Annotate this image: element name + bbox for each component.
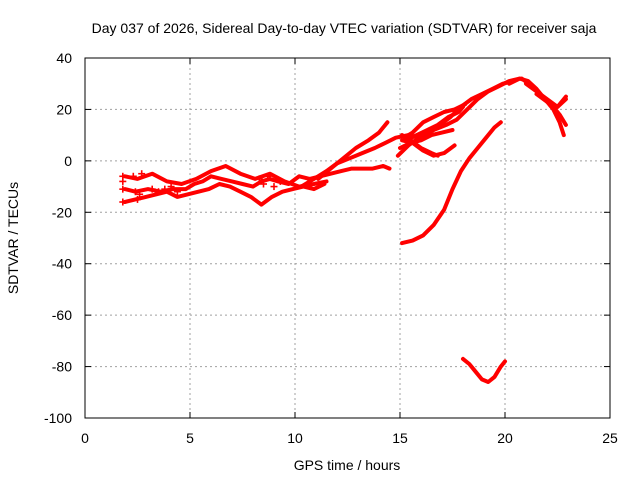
data-point-cross: [155, 188, 162, 196]
y-tick-label: 0: [64, 153, 72, 169]
chart-title: Day 037 of 2026, Sidereal Day-to-day VTE…: [92, 20, 597, 36]
x-tick-label: 20: [497, 430, 513, 446]
series-track-15: [534, 92, 568, 109]
data-point-cross: [129, 172, 137, 180]
series-track-16: [400, 120, 503, 246]
data-crosses: [119, 170, 284, 206]
data-point-cross: [255, 175, 263, 183]
series-track-17: [461, 356, 507, 384]
data-point-cross: [167, 183, 175, 191]
data-point-cross: [136, 190, 144, 198]
y-tick-label: 20: [56, 101, 72, 117]
data-point-cross: [270, 183, 278, 191]
x-tick-label: 10: [287, 430, 303, 446]
y-axis-label: SDTVAR / TECUs: [5, 182, 21, 294]
data-point-cross: [119, 177, 127, 185]
data-point-cross: [138, 170, 146, 178]
grid: [85, 58, 610, 418]
data-point-cross: [260, 180, 267, 188]
data-point-cross: [119, 185, 127, 193]
data-point-cross: [173, 188, 181, 196]
data-point-cross: [161, 185, 169, 193]
y-tick-label: 40: [56, 50, 72, 66]
y-tick-label: -40: [52, 256, 72, 272]
data-point-cross: [119, 198, 127, 206]
data-point-cross: [148, 185, 156, 193]
y-tick-label: -20: [52, 204, 72, 220]
series-track-9: [404, 104, 465, 143]
data-point-cross: [134, 195, 141, 203]
tick-labels: 0 5 10 15 20 25 -100 -80 -60 -40 -20 0 20 40: [44, 50, 618, 446]
data-series: [122, 76, 568, 384]
plot-frame: [84, 57, 611, 419]
data-point-cross: [276, 177, 284, 185]
series-track-7: [402, 102, 468, 140]
data-point-cross: [264, 172, 272, 180]
x-tick-label: 25: [602, 430, 618, 446]
y-tick-label: -60: [52, 307, 72, 323]
x-tick-label: 15: [392, 430, 408, 446]
series-track-11: [400, 133, 440, 158]
x-tick-label: 5: [186, 430, 194, 446]
x-axis-label: GPS time / hours: [294, 457, 401, 473]
series-track-5: [316, 120, 390, 181]
data-point-cross: [131, 188, 139, 196]
y-tick-label: -80: [52, 359, 72, 375]
x-tick-label: 0: [81, 430, 89, 446]
series-track-3: [122, 164, 329, 189]
y-tick-label: -100: [44, 410, 72, 426]
